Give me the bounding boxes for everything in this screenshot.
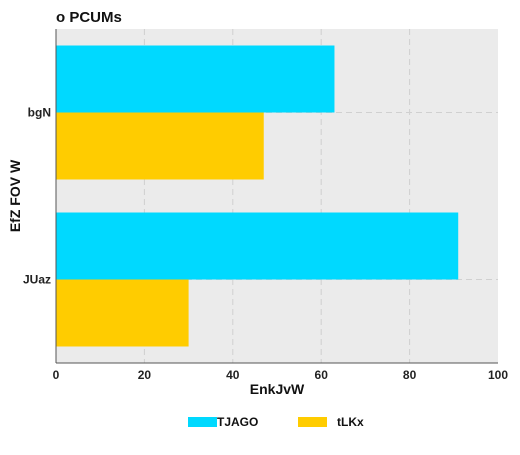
- x-tick-label: 0: [53, 368, 60, 382]
- x-tick-label: 20: [138, 368, 152, 382]
- legend-swatch: [298, 417, 327, 427]
- bar: [56, 45, 335, 113]
- chart-title: o PCUMs: [56, 9, 122, 26]
- bar: [56, 212, 459, 280]
- x-tick-label: 100: [488, 368, 508, 382]
- x-axis-label: EnkJvW: [250, 381, 305, 397]
- legend-label: tLKx: [337, 415, 364, 429]
- bars: [56, 45, 459, 347]
- y-category-label: JUaz: [23, 273, 51, 287]
- x-tick-label: 60: [315, 368, 329, 382]
- y-axis-label: EfZ FOV W: [7, 159, 23, 232]
- x-tick-labels: 0 20 40 60 80 100: [53, 368, 509, 382]
- bar: [56, 112, 264, 180]
- y-category-label: bgN: [28, 106, 51, 120]
- legend-label: TJAGO: [217, 415, 258, 429]
- bar: [56, 279, 189, 347]
- legend-swatch: [188, 417, 217, 427]
- x-tick-label: 40: [226, 368, 240, 382]
- x-tick-label: 80: [403, 368, 417, 382]
- y-category-labels: bgN JUaz: [23, 106, 51, 287]
- legend: TJAGO tLKx: [188, 415, 364, 429]
